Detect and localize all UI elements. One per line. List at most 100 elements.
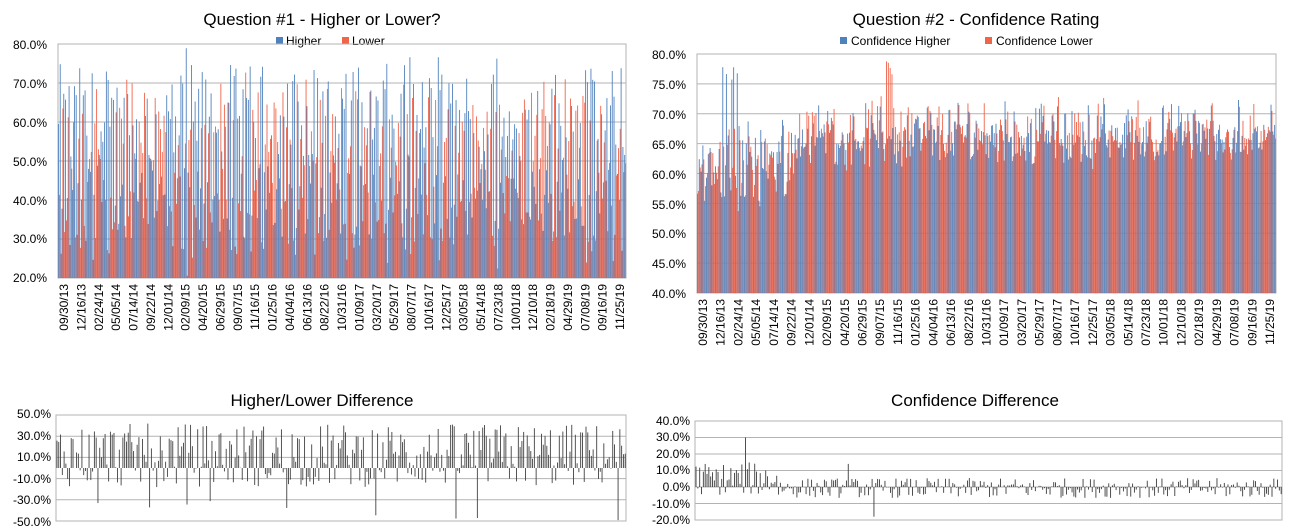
bar-confidence-lower [1258,147,1260,293]
bar-confidence-difference [723,465,724,487]
bar-higher [604,130,606,278]
bar-confidence-lower [1260,130,1262,293]
bar-higher [129,135,130,278]
bar-lower [278,178,280,278]
bar-lower [163,115,165,278]
bar-hl-difference [220,433,222,468]
bar-confidence-lower [1166,129,1168,293]
bar-higher [285,200,287,278]
bar-higher [180,75,182,279]
bar-lower [261,242,263,278]
bar-confidence-difference [908,487,910,495]
bar-lower [456,216,458,278]
y-tick-label: 70.0% [652,108,686,122]
bar-confidence-lower [739,140,741,293]
bar-confidence-difference [1198,479,1200,487]
bar-confidence-higher [957,102,959,294]
bar-confidence-difference [1227,484,1229,487]
bar-confidence-difference [1088,487,1090,490]
bar-lower [225,199,227,278]
bar-confidence-difference [1122,487,1124,492]
bar-hl-difference [466,433,468,468]
bar-confidence-lower [1014,121,1016,293]
bar-higher [611,71,613,278]
bar-confidence-lower [972,153,974,293]
bar-confidence-lower [802,148,804,293]
bar-confidence-lower [1034,156,1036,293]
x-tick-label: 10/01/18 [509,284,523,331]
bar-lower [216,193,218,278]
bar-confidence-lower [915,118,916,293]
bar-confidence-difference [770,482,772,487]
bar-lower [161,151,163,278]
bar-confidence-lower [978,128,980,293]
bar-hl-difference [510,446,512,468]
bar-higher [228,102,230,279]
bar-higher [446,218,448,278]
bar-confidence-difference [932,485,934,487]
bar-confidence-higher [1100,116,1102,294]
bar-confidence-higher [961,133,963,293]
bar-confidence-lower [1106,147,1108,293]
bar-higher [455,100,457,278]
bar-confidence-difference [1148,487,1150,498]
bar-hl-difference [248,445,250,468]
bar-lower [126,79,128,278]
bar-confidence-higher [763,141,765,293]
bar-higher [205,79,207,278]
bar-lower [522,112,524,279]
x-tick-label: 12/10/18 [1174,299,1188,346]
bar-confidence-higher [977,149,979,293]
bar-hl-difference [377,433,379,468]
bar-confidence-difference [1051,486,1053,487]
bar-lower [548,122,550,278]
bar-confidence-higher [1133,159,1134,293]
bar-confidence-higher [1058,142,1060,293]
bar-confidence-lower [703,159,705,293]
chart-conf-diff-bars [695,437,1282,517]
bar-confidence-lower [934,143,936,293]
bar-hl-difference [85,468,86,472]
bar-hl-difference [546,445,548,468]
bar-confidence-lower [1117,147,1119,293]
x-tick-label: 08/22/16 [318,284,332,331]
bar-lower [294,254,296,278]
bar-confidence-lower [987,136,989,293]
bar-lower [142,153,144,278]
bar-lower [396,165,398,278]
bar-higher [137,201,139,278]
y-tick-label: 50.0% [652,227,686,241]
bar-hl-difference [574,434,576,468]
bar-higher [272,225,274,278]
bar-confidence-difference [732,485,734,487]
bar-confidence-lower [1181,113,1182,293]
bar-higher [368,234,370,278]
bar-higher [175,116,177,278]
bar-hl-difference [268,468,270,474]
bar-lower [555,237,557,278]
bar-confidence-difference [1255,481,1256,487]
bar-higher [304,233,306,278]
bar-confidence-lower [784,194,786,293]
bar-higher [551,88,553,278]
bar-hl-difference [111,434,113,468]
bar-higher [224,126,226,278]
bar-hl-difference [608,457,610,468]
bar-confidence-lower [1010,136,1012,293]
bar-confidence-higher [1111,125,1113,293]
chart-q1-legend: Higher Lower [276,34,385,48]
bar-lower [67,117,69,278]
bar-confidence-difference [710,476,712,487]
bar-hl-difference [567,468,569,471]
bar-confidence-higher [697,193,698,293]
bar-higher [70,156,72,278]
bar-higher [322,91,324,278]
bar-confidence-higher [914,123,916,293]
bar-confidence-higher [888,135,890,293]
bar-confidence-difference [719,487,721,495]
bar-confidence-higher [801,129,803,293]
bar-confidence-lower [1186,133,1188,293]
bar-confidence-higher [820,137,821,293]
bar-confidence-higher [1017,152,1019,293]
bar-higher [535,203,537,278]
